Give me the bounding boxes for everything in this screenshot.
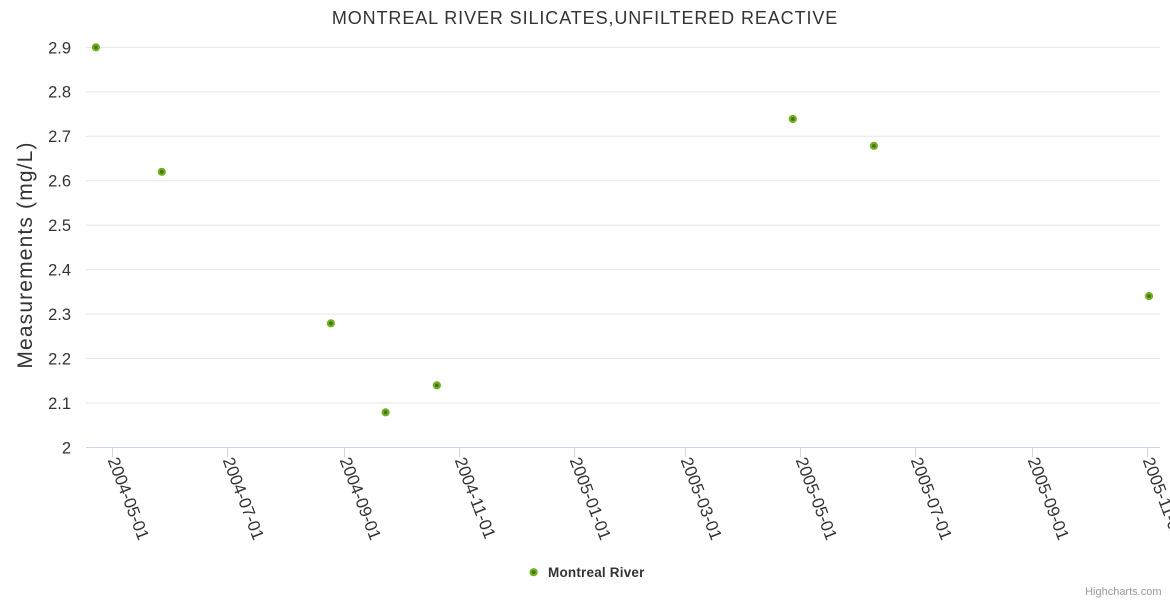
svg-text:2.8: 2.8 [48,84,71,102]
svg-text:2.5: 2.5 [48,217,71,235]
svg-text:2: 2 [62,439,71,457]
svg-text:2.1: 2.1 [48,395,71,413]
svg-text:2.2: 2.2 [48,350,71,368]
svg-text:Measurements (mg/L): Measurements (mg/L) [14,141,37,368]
svg-text:2.7: 2.7 [48,128,71,146]
svg-text:2.4: 2.4 [48,262,71,280]
svg-text:MONTREAL RIVER SILICATES,UNFIL: MONTREAL RIVER SILICATES,UNFILTERED REAC… [332,8,838,28]
svg-text:Highcharts.com: Highcharts.com [1085,586,1161,598]
svg-text:2.9: 2.9 [48,39,71,57]
svg-text:Montreal River: Montreal River [548,565,645,580]
svg-text:2.6: 2.6 [48,173,71,191]
svg-text:2.3: 2.3 [48,306,71,324]
